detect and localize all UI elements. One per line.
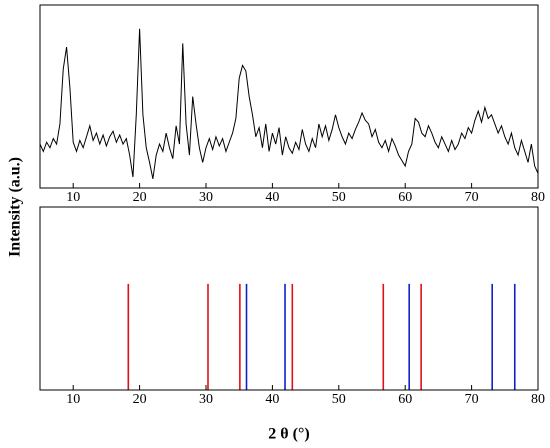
x-axis-label: 2 θ (°) <box>268 426 309 443</box>
x-tick-label: 50 <box>332 392 346 407</box>
x-tick-label: 40 <box>265 190 279 205</box>
x-tick-label: 20 <box>133 190 147 205</box>
x-tick-label: 10 <box>66 190 80 205</box>
x-tick-label: 60 <box>398 190 412 205</box>
x-tick-label: 80 <box>531 190 545 205</box>
x-tick-label: 40 <box>265 392 279 407</box>
x-tick-label: 50 <box>332 190 346 205</box>
y-axis-label: Intensity (a.u.) <box>7 157 24 257</box>
x-tick-label: 60 <box>398 392 412 407</box>
x-tick-label: 80 <box>531 392 545 407</box>
x-tick-label: 20 <box>133 392 147 407</box>
x-tick-label: 30 <box>199 190 213 205</box>
plot-frame <box>39 4 539 189</box>
plot-frame <box>39 206 539 391</box>
x-tick-label: 10 <box>66 392 80 407</box>
pattern-line <box>39 28 539 179</box>
x-tick-label: 30 <box>199 392 213 407</box>
x-tick-label: 70 <box>465 190 479 205</box>
x-tick-label: 70 <box>465 392 479 407</box>
